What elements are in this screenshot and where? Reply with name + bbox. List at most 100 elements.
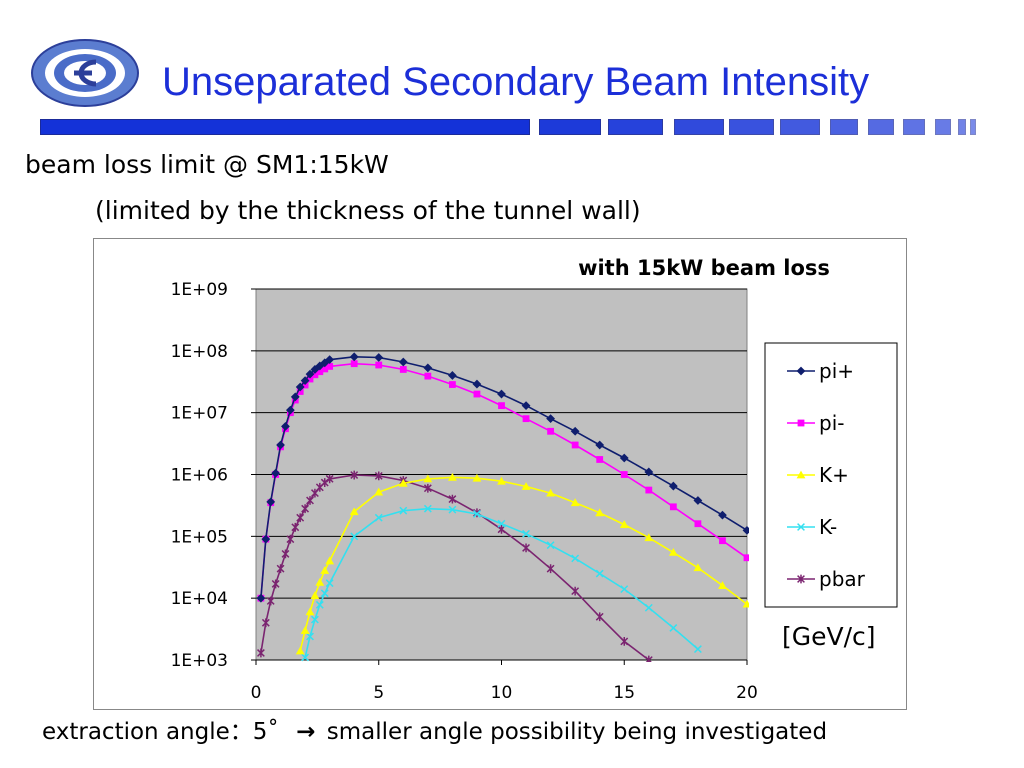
data-point-k xyxy=(374,487,384,496)
y-tick-label: 1E+04 xyxy=(171,589,228,609)
title-bar-segment xyxy=(608,119,663,135)
y-tick-label: 1E+05 xyxy=(171,527,228,547)
legend-label-k: K- xyxy=(819,515,837,539)
data-point-k xyxy=(644,603,653,612)
data-point-pi xyxy=(301,381,309,389)
data-point-k xyxy=(305,607,315,616)
data-point-pi xyxy=(595,440,605,450)
x-tick-label: 10 xyxy=(491,683,513,703)
data-point-pbar xyxy=(423,483,432,493)
title-bar-segment xyxy=(729,119,774,135)
data-point-k xyxy=(423,504,432,513)
data-point-pi xyxy=(276,440,285,450)
data-point-pi xyxy=(521,401,531,411)
data-point-pi xyxy=(271,468,281,478)
data-point-pbar xyxy=(286,534,295,544)
data-point-k xyxy=(448,472,457,481)
y-tick-label: 1E+07 xyxy=(171,404,228,424)
data-point-k xyxy=(668,547,678,556)
data-point-pi xyxy=(300,376,310,386)
data-point-k xyxy=(315,577,325,586)
title-bar-segment xyxy=(970,119,976,135)
data-point-pbar xyxy=(522,543,530,553)
legend-label-pi: pi+ xyxy=(819,359,854,383)
y-tick-label: 1E+06 xyxy=(171,466,228,486)
data-point-k xyxy=(320,566,330,574)
title-bar-segment xyxy=(674,119,724,135)
title-bar-segment xyxy=(830,119,858,135)
data-point-pi xyxy=(473,390,481,398)
data-point-pi xyxy=(266,497,276,507)
data-point-pi xyxy=(668,481,678,491)
data-point-k xyxy=(742,599,749,608)
investigation-note-text: smaller angle possibility being investig… xyxy=(326,719,828,745)
data-point-pi xyxy=(570,426,580,436)
data-point-pi xyxy=(743,554,749,562)
data-point-pbar xyxy=(306,496,314,505)
data-point-pbar xyxy=(261,618,270,628)
data-point-k xyxy=(310,615,319,624)
footer-note: extraction angle：5˚ → smaller angle poss… xyxy=(42,712,827,746)
data-point-k xyxy=(473,510,481,518)
data-point-k xyxy=(350,532,359,541)
data-point-k xyxy=(301,653,310,662)
data-point-k xyxy=(644,533,654,542)
data-point-k xyxy=(300,626,310,634)
data-point-pi xyxy=(669,503,677,511)
data-point-pi xyxy=(546,414,555,424)
page-title: Unseparated Secondary Beam Intensity xyxy=(162,60,870,104)
data-point-pbar xyxy=(276,564,285,574)
data-point-pi xyxy=(306,375,314,383)
y-tick-label: 1E+03 xyxy=(171,651,228,671)
data-point-k xyxy=(448,505,457,514)
data-point-pbar xyxy=(644,655,653,662)
beam-loss-limit-text: beam loss limit @ SM1:15kW xyxy=(25,150,389,179)
data-point-pi xyxy=(305,369,315,379)
data-point-k xyxy=(310,591,320,600)
data-point-k xyxy=(521,482,531,490)
data-point-pbar xyxy=(350,470,359,480)
data-point-k xyxy=(570,498,580,507)
title-bar-segment xyxy=(539,119,601,135)
legend-label-pi: pi- xyxy=(819,411,844,435)
data-point-pi xyxy=(547,427,554,435)
data-point-pbar xyxy=(271,579,280,589)
data-point-pi xyxy=(498,402,505,410)
chart-frame: with 15kW beam loss 1E+03 1E+04 1E+05 1E+06 1… xyxy=(93,238,907,710)
data-point-k xyxy=(693,645,702,654)
title-bar-segment xyxy=(958,119,966,135)
data-point-pi xyxy=(719,537,726,545)
legend-marker-k xyxy=(797,523,805,531)
data-point-pi xyxy=(311,371,319,379)
data-point-k xyxy=(571,554,580,563)
legend-marker-pi xyxy=(797,419,805,427)
x-tick-label: 15 xyxy=(613,683,635,703)
data-point-k xyxy=(295,646,305,655)
data-point-k xyxy=(619,520,629,528)
legend-marker-k xyxy=(796,470,806,479)
data-point-pbar xyxy=(595,612,604,622)
data-point-k xyxy=(320,589,329,598)
chart-title: with 15kW beam loss xyxy=(578,256,830,280)
data-point-k xyxy=(349,507,359,516)
lab-logo-icon xyxy=(30,38,140,108)
title-bar-segment xyxy=(903,119,925,135)
title-bar-segment xyxy=(40,119,530,135)
data-point-k xyxy=(497,519,506,528)
data-point-pi xyxy=(316,368,324,376)
momentum-unit-label: [GeV/c] xyxy=(782,622,876,651)
data-point-k xyxy=(669,624,678,632)
data-point-pi xyxy=(571,441,579,449)
data-point-pbar xyxy=(266,596,275,606)
extraction-angle-text: extraction angle：5˚ xyxy=(42,719,279,745)
data-point-pi xyxy=(398,357,408,367)
series-k xyxy=(301,504,702,662)
right-arrow-icon: → xyxy=(296,719,316,745)
data-point-pbar xyxy=(374,471,383,481)
data-point-pi xyxy=(645,486,653,494)
data-point-pbar xyxy=(325,474,334,484)
legend-label-pbar: pbar xyxy=(819,567,866,591)
data-point-pbar xyxy=(546,564,555,574)
data-point-pi xyxy=(321,365,329,373)
data-point-k xyxy=(325,579,334,588)
